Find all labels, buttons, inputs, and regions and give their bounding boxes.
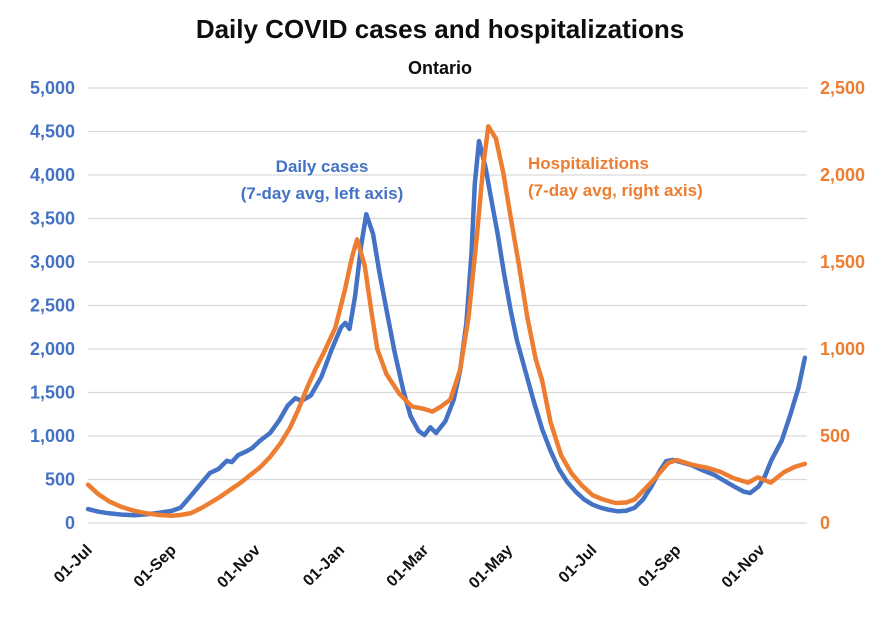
x-axis-tick-label: 01-Sep — [131, 542, 180, 591]
series-lines — [85, 124, 808, 518]
y-axis-right-tick-label: 1,000 — [820, 339, 865, 359]
cases-annotation-line2: (7-day avg, left axis) — [240, 184, 404, 203]
y-axis-right-tick-label: 2,000 — [820, 165, 865, 185]
x-axis-tick-label: 01-Mar — [384, 542, 432, 590]
y-axis-left-tick-label: 5,000 — [30, 78, 75, 98]
x-axis-tick-label: 01-Nov — [214, 542, 264, 592]
y-axis-right-tick-label: 1,500 — [820, 252, 865, 272]
x-axis-tick-label: 01-Jul — [51, 542, 96, 587]
x-axis-tick-label: 01-Jul — [556, 542, 601, 587]
hospitalizations-annotation: Hospitaliztions (7-day avg, right axis) — [528, 150, 768, 204]
y-axis-right-tick-label: 0 — [820, 513, 830, 533]
x-axis-labels: 01-Jul 01-Sep 01-Nov 01-Jan 01-Mar 01-May 01-J… — [51, 542, 769, 593]
chart-title: Daily COVID cases and hospitalizations — [195, 14, 685, 44]
y-axis-left-tick-label: 3,500 — [30, 209, 75, 229]
y-axis-left-tick-label: 2,000 — [30, 339, 75, 359]
y-axis-right-labels: 0 500 1,000 1,500 2,000 2,500 — [820, 78, 865, 533]
hosp-annotation-line2: (7-day avg, right axis) — [528, 181, 703, 200]
y-axis-left-tick-label: 4,500 — [30, 122, 75, 142]
y-axis-right-tick-label: 500 — [820, 426, 850, 446]
y-axis-left-tick-label: 0 — [65, 513, 75, 533]
hospitalizations-line — [85, 124, 808, 518]
y-axis-left-tick-label: 1,500 — [30, 383, 75, 403]
x-axis-tick-label: 01-Nov — [719, 542, 769, 592]
y-axis-left-tick-label: 3,000 — [30, 252, 75, 272]
cases-annotation: Daily cases (7-day avg, left axis) — [222, 153, 422, 207]
y-axis-right-tick-label: 2,500 — [820, 78, 865, 98]
x-axis-tick-label: 01-Jan — [300, 542, 348, 590]
y-axis-left-labels: 0 500 1,000 1,500 2,000 2,500 3,000 3,500 4,000 4… — [30, 78, 75, 533]
y-axis-left-tick-label: 2,500 — [30, 296, 75, 316]
cases-annotation-line1: Daily cases — [275, 157, 369, 176]
y-axis-left-tick-label: 1,000 — [30, 426, 75, 446]
gridlines — [88, 87, 807, 524]
x-axis-tick-label: 01-May — [466, 542, 516, 592]
hosp-annotation-line1: Hospitaliztions — [528, 154, 649, 173]
chart-subtitle: Ontario — [407, 58, 472, 78]
y-axis-left-tick-label: 500 — [45, 470, 75, 490]
y-axis-left-tick-label: 4,000 — [30, 165, 75, 185]
x-axis-tick-label: 01-Sep — [635, 542, 684, 591]
